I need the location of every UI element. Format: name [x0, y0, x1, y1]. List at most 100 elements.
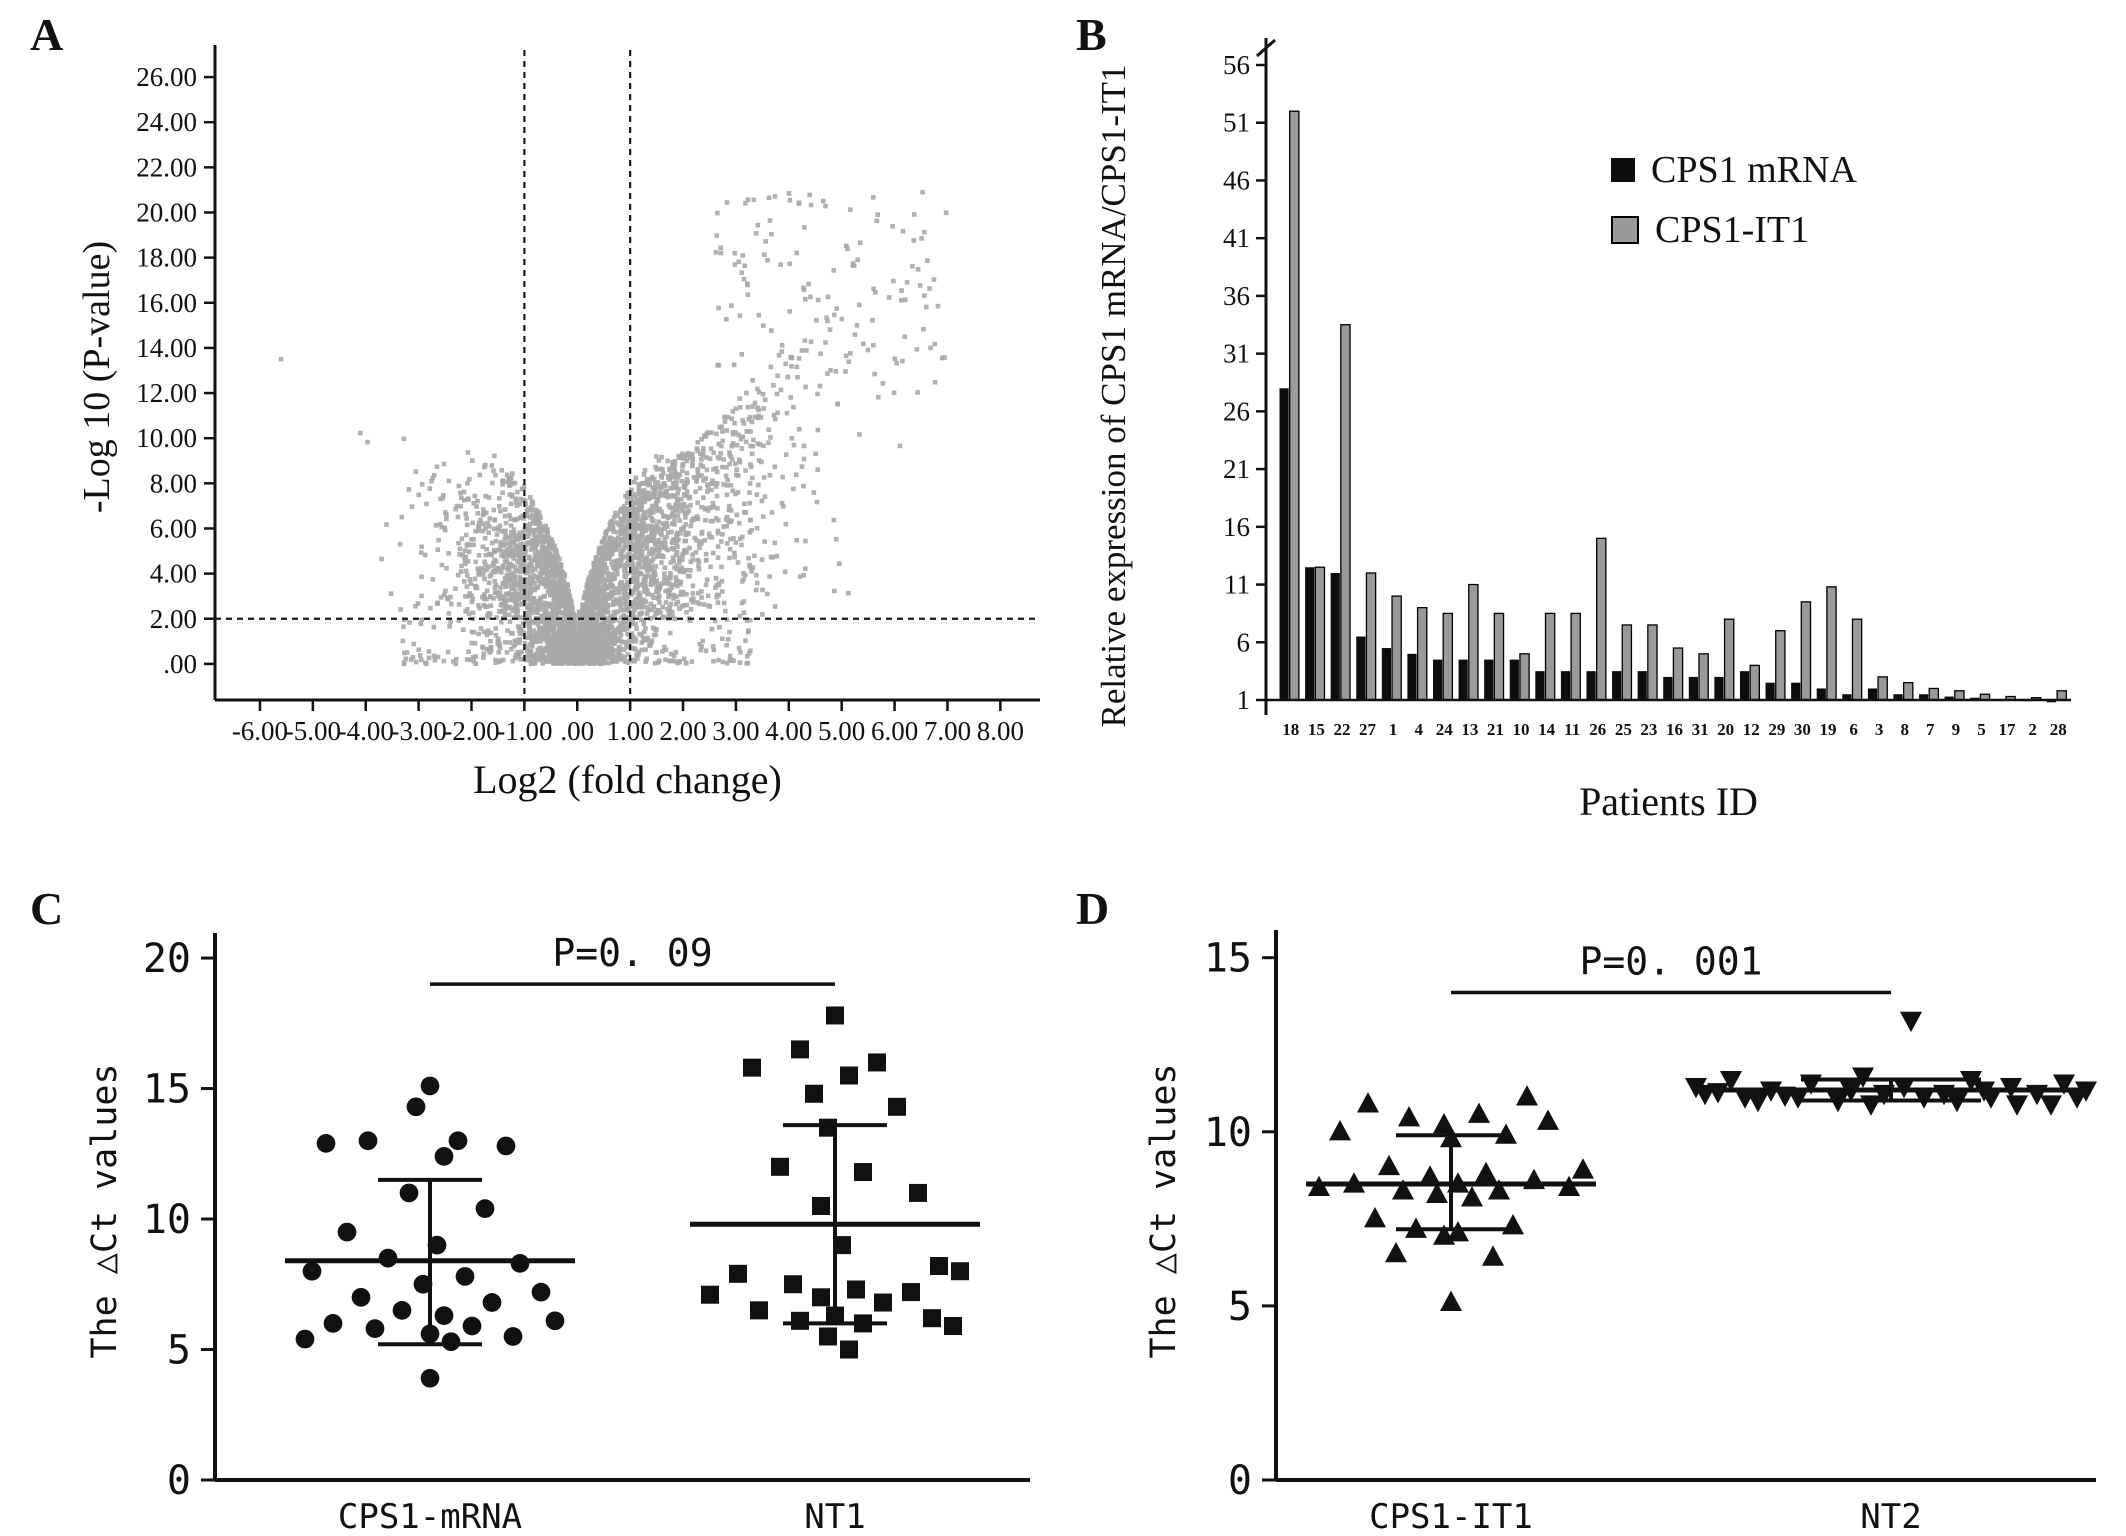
- svg-text:28: 28: [2050, 720, 2067, 739]
- svg-text:16: 16: [1223, 512, 1250, 542]
- volcano-plot-svg: .00 2.00 4.00 6.00 8.00 10.00 12.00 14.00 16.00 1…: [136, 45, 1040, 746]
- svg-text:-3.00: -3.00: [390, 716, 446, 746]
- svg-text:5: 5: [1977, 720, 1986, 739]
- dotplot-c-svg: 0 5 10 15 20 CPS1-mRNA NT1 P=0. 09: [143, 931, 1030, 1536]
- svg-text:.00: .00: [560, 716, 594, 746]
- svg-text:16.00: 16.00: [136, 288, 197, 318]
- svg-text:14: 14: [1538, 720, 1556, 739]
- panel-b-x-axis-title: Patients ID: [1579, 779, 1758, 824]
- svg-text:.00: .00: [163, 649, 197, 679]
- panel-c-letter: C: [30, 883, 64, 934]
- panel-d-letter: D: [1076, 883, 1110, 934]
- dotplot-d-svg: 0 5 10 15 CPS1-IT1 NT2 P=0. 001: [1204, 930, 2098, 1536]
- svg-text:6: 6: [1849, 720, 1858, 739]
- svg-text:NT2: NT2: [1860, 1497, 1921, 1536]
- svg-text:-1.00: -1.00: [496, 716, 552, 746]
- cps1-it1-swatch-icon: [1611, 216, 1639, 244]
- svg-text:15: 15: [1204, 936, 1252, 982]
- svg-text:5.00: 5.00: [818, 716, 865, 746]
- svg-text:10.00: 10.00: [136, 423, 197, 453]
- svg-text:10: 10: [1513, 720, 1530, 739]
- panel-a-x-axis-title: Log2 (fold change): [473, 757, 782, 802]
- svg-text:29: 29: [1768, 720, 1785, 739]
- svg-text:16: 16: [1666, 720, 1683, 739]
- svg-text:24.00: 24.00: [136, 107, 197, 137]
- svg-text:46: 46: [1223, 165, 1250, 195]
- svg-text:17: 17: [1999, 720, 2017, 739]
- svg-text:4.00: 4.00: [765, 716, 812, 746]
- svg-text:10: 10: [1204, 1110, 1252, 1156]
- svg-text:21: 21: [1223, 454, 1250, 484]
- svg-text:8: 8: [1900, 720, 1909, 739]
- svg-text:22: 22: [1333, 720, 1350, 739]
- svg-text:41: 41: [1223, 223, 1250, 253]
- svg-text:0: 0: [1228, 1458, 1252, 1504]
- legend-item-cps1-it1: CPS1-IT1: [1611, 208, 1857, 252]
- svg-text:-4.00: -4.00: [338, 716, 394, 746]
- svg-text:19: 19: [1819, 720, 1836, 739]
- svg-text:36: 36: [1223, 281, 1250, 311]
- svg-text:26: 26: [1589, 720, 1606, 739]
- svg-text:CPS1-IT1: CPS1-IT1: [1369, 1497, 1533, 1536]
- panel-b-letter: B: [1076, 9, 1107, 60]
- svg-text:23: 23: [1640, 720, 1657, 739]
- svg-text:1.00: 1.00: [607, 716, 654, 746]
- svg-text:2: 2: [2028, 720, 2037, 739]
- svg-text:31: 31: [1692, 720, 1709, 739]
- svg-text:-2.00: -2.00: [443, 716, 499, 746]
- svg-text:6.00: 6.00: [150, 513, 197, 543]
- svg-text:2.00: 2.00: [150, 604, 197, 634]
- svg-text:1: 1: [1389, 720, 1398, 739]
- cps1-mrna-swatch-icon: [1611, 158, 1635, 182]
- svg-text:5: 5: [1228, 1284, 1252, 1330]
- legend-label-cps1-it1: CPS1-IT1: [1655, 209, 1810, 251]
- svg-text:22.00: 22.00: [136, 152, 197, 182]
- svg-text:13: 13: [1461, 720, 1478, 739]
- svg-text:20.00: 20.00: [136, 198, 197, 228]
- svg-text:P=0. 09: P=0. 09: [552, 931, 712, 975]
- svg-text:8.00: 8.00: [977, 716, 1024, 746]
- svg-text:26: 26: [1223, 396, 1250, 426]
- panel-b-bars: B Relative expression of CPS1 mRNA/CPS1-…: [1066, 0, 2126, 880]
- svg-text:7: 7: [1926, 720, 1935, 739]
- panel-a-letter: A: [30, 9, 64, 60]
- svg-text:5: 5: [167, 1328, 191, 1374]
- svg-text:20: 20: [143, 936, 191, 982]
- svg-text:3: 3: [1875, 720, 1884, 739]
- svg-text:-5.00: -5.00: [285, 716, 341, 746]
- svg-text:15: 15: [143, 1067, 191, 1113]
- svg-text:8.00: 8.00: [150, 468, 197, 498]
- svg-text:CPS1-mRNA: CPS1-mRNA: [338, 1497, 522, 1536]
- svg-text:21: 21: [1487, 720, 1504, 739]
- svg-text:6.00: 6.00: [871, 716, 918, 746]
- panel-a-volcano: A -Log 10 (P-value) .00 2.00 4.00 6.00 8.00 1…: [0, 0, 1056, 880]
- panel-c-dotplot: C The △Ct values 0 5 10 15 20 CPS1-mRNA NT1 P=0…: [0, 880, 1056, 1536]
- svg-text:10: 10: [143, 1197, 191, 1243]
- svg-text:30: 30: [1794, 720, 1811, 739]
- svg-text:4: 4: [1414, 720, 1423, 739]
- svg-text:6: 6: [1237, 627, 1251, 657]
- svg-text:2.00: 2.00: [659, 716, 706, 746]
- svg-text:4.00: 4.00: [150, 559, 197, 589]
- legend-item-cps1-mrna: CPS1 mRNA: [1611, 148, 1857, 192]
- svg-text:P=0. 001: P=0. 001: [1579, 939, 1762, 983]
- svg-text:12: 12: [1743, 720, 1760, 739]
- svg-text:24: 24: [1436, 720, 1454, 739]
- svg-text:14.00: 14.00: [136, 333, 197, 363]
- svg-text:18.00: 18.00: [136, 243, 197, 273]
- svg-text:51: 51: [1223, 108, 1250, 138]
- svg-text:12.00: 12.00: [136, 378, 197, 408]
- svg-text:25: 25: [1615, 720, 1632, 739]
- panel-d-dotplot: D The △Ct values 0 5 10 15 CPS1-IT1 NT2 P=0. 0…: [1066, 880, 2126, 1536]
- svg-text:20: 20: [1717, 720, 1734, 739]
- svg-text:0: 0: [167, 1458, 191, 1504]
- svg-text:7.00: 7.00: [924, 716, 971, 746]
- svg-text:11: 11: [1224, 570, 1250, 600]
- svg-text:56: 56: [1223, 50, 1250, 80]
- svg-text:26.00: 26.00: [136, 62, 197, 92]
- svg-text:31: 31: [1223, 339, 1250, 369]
- svg-text:3.00: 3.00: [712, 716, 759, 746]
- svg-text:NT1: NT1: [804, 1497, 865, 1536]
